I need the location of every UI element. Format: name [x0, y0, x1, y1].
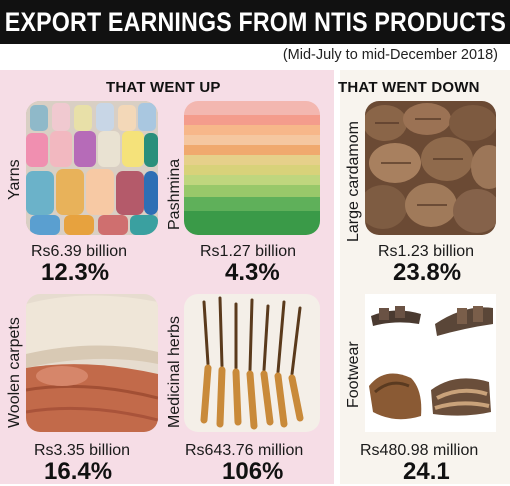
large-cardamom-label: Large cardamom: [345, 121, 362, 242]
medicinal-herbs-label: Medicinal herbs: [166, 315, 183, 428]
large-cardamom-value: Rs1.23 billion: [378, 243, 475, 260]
title-bar: EXPORT EARNINGS FROM NTIS PRODUCTS: [0, 0, 510, 44]
woolen-carpets-value: Rs3.35 billion: [34, 442, 131, 459]
large-cardamom-image: [365, 101, 496, 235]
woolen-carpets-label: Woolen carpets: [6, 317, 23, 428]
medicinal-herbs-value: Rs643.76 million: [185, 442, 304, 459]
pashmina-change: 4.3%: [225, 259, 280, 286]
pashmina-value: Rs1.27 billion: [200, 243, 297, 260]
medicinal-herbs-image: [184, 294, 320, 432]
pashmina-label: Pashmina: [166, 158, 183, 230]
pashmina-image: [184, 101, 320, 235]
yarns-value: Rs6.39 billion: [31, 243, 128, 260]
page-title: EXPORT EARNINGS FROM NTIS PRODUCTS: [4, 6, 506, 37]
date-range-subtitle: (Mid-July to mid-December 2018): [282, 47, 498, 63]
medicinal-herbs-change: 106%: [222, 458, 284, 485]
woolen-carpets-change: 16.4%: [44, 458, 113, 485]
yarns-change: 12.3%: [41, 259, 110, 286]
large-cardamom-change: 23.8%: [393, 259, 462, 286]
yarns-label: Yarns: [6, 159, 23, 200]
footwear-label: Footwear: [345, 341, 362, 408]
footwear-image: [365, 294, 496, 432]
footwear-value: Rs480.98 million: [360, 442, 479, 459]
footwear-change: 24.1: [403, 458, 450, 485]
yarns-image: [26, 101, 158, 235]
woolen-carpets-image: [26, 294, 158, 432]
went-down-heading: THAT WENT DOWN: [338, 79, 480, 96]
went-up-heading: THAT WENT UP: [106, 79, 221, 96]
